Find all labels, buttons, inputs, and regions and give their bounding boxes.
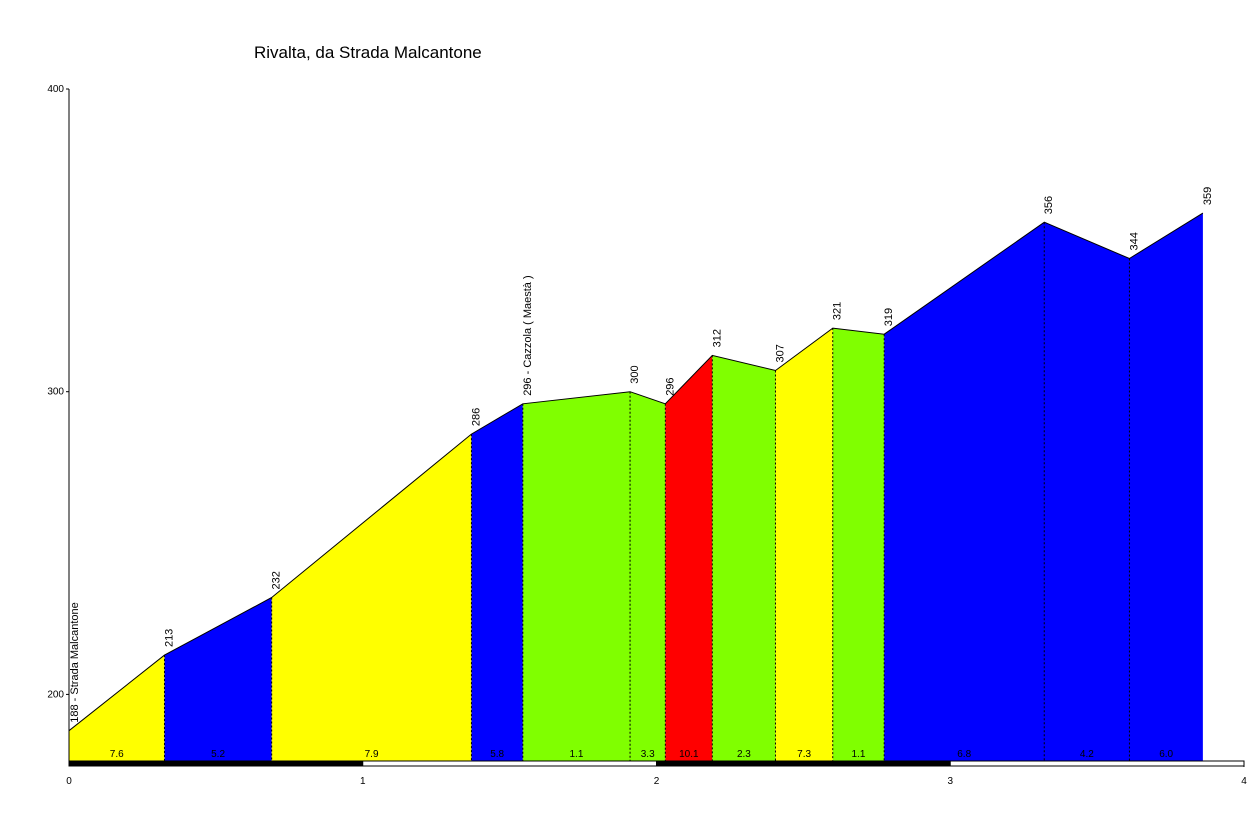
- segment-area-9: [884, 213, 1203, 762]
- km-bar-0: [68, 760, 364, 767]
- x-tick-3: 3: [947, 776, 953, 787]
- gradient-labels: 7.6 5.2 7.9 5.8 1.1 3.3 10.1 2.3 7.3 1.1 6.8 4.2 6.0: [110, 749, 1174, 760]
- point-label-0: 188 - Strada Malcantone: [69, 602, 81, 722]
- segment-area-7: [775, 328, 833, 761]
- point-label-3: 286: [470, 408, 482, 426]
- point-label-10: 319: [883, 308, 895, 326]
- gradient-label-7: 2.3: [737, 749, 751, 760]
- gradient-label-11: 4.2: [1080, 749, 1094, 760]
- point-label-13: 359: [1202, 187, 1214, 205]
- profile-outline: [68, 212, 1204, 732]
- y-tick-300: 300: [47, 387, 64, 398]
- axes: 0 1 2 3 4 200 300 400: [47, 84, 1247, 787]
- segment-area-6: [712, 355, 776, 761]
- x-tick-1: 1: [360, 776, 366, 787]
- profile-line: [68, 212, 1204, 732]
- point-label-2: 232: [271, 571, 283, 589]
- km-bar-3: [949, 760, 1245, 767]
- km-bar-2: [656, 760, 951, 767]
- point-label-11: 356: [1043, 196, 1055, 214]
- gradient-label-3: 5.8: [490, 749, 504, 760]
- x-tick-2: 2: [654, 776, 660, 787]
- segment-area-1: [164, 597, 272, 761]
- segment-area-5: [665, 355, 713, 761]
- gradient-label-2: 7.9: [365, 749, 379, 760]
- y-tick-400: 400: [47, 84, 64, 95]
- segment-area-4: [522, 391, 666, 761]
- point-label-7: 312: [711, 329, 723, 347]
- gradient-label-4: 1.1: [570, 749, 584, 760]
- gradient-label-1: 5.2: [211, 749, 225, 760]
- gradient-label-6: 10.1: [679, 749, 699, 760]
- point-labels: 188 - Strada Malcantone 213 232 286 296 - Ca…: [69, 187, 1214, 723]
- point-label-8: 307: [774, 344, 786, 362]
- gradient-label-12: 6.0: [1159, 749, 1173, 760]
- y-tick-200: 200: [47, 689, 64, 700]
- segment-area-3: [471, 403, 523, 761]
- gradient-label-5: 3.3: [641, 749, 655, 760]
- x-tick-4: 4: [1241, 776, 1247, 787]
- chart-title: Rivalta, da Strada Malcantone: [254, 43, 482, 62]
- gradient-label-9: 1.1: [852, 749, 866, 760]
- km-bar-1: [362, 760, 657, 767]
- segment-area-0: [69, 655, 165, 761]
- segment-dividers: [163, 222, 1130, 761]
- profile-areas: [69, 213, 1203, 762]
- segment-area-8: [832, 328, 885, 761]
- point-label-1: 213: [163, 629, 175, 647]
- gradient-label-8: 7.3: [797, 749, 811, 760]
- gradient-label-10: 6.8: [957, 749, 971, 760]
- point-label-9: 321: [832, 302, 844, 320]
- point-label-5: 300: [629, 365, 641, 383]
- point-label-6: 296: [664, 377, 676, 395]
- segment-area-2: [271, 434, 472, 761]
- gradient-label-0: 7.6: [110, 749, 124, 760]
- x-tick-0: 0: [66, 776, 72, 787]
- point-label-12: 344: [1128, 232, 1140, 250]
- point-label-4: 296 - Cazzola ( Maestà ): [522, 275, 534, 395]
